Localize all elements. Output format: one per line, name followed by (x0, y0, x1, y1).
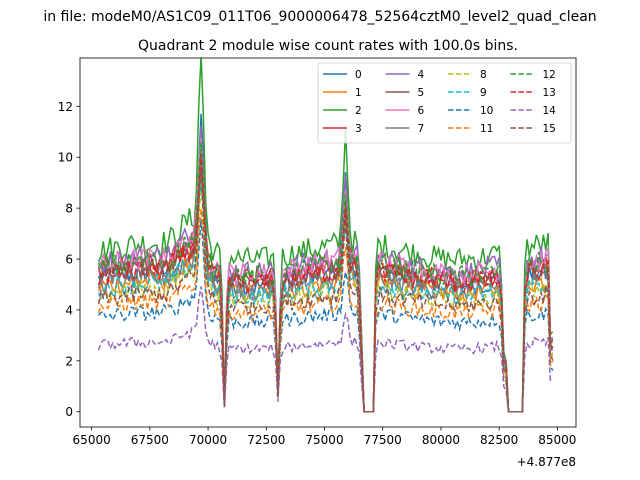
y-tick-label: 2 (65, 354, 73, 368)
figure-suptitle: in file: modeM0/AS1C09_011T06_9000006478… (43, 9, 596, 25)
y-tick-label: 6 (65, 253, 73, 267)
legend-label-0: 0 (355, 69, 362, 81)
x-offset-label: +4.877e8 (517, 455, 576, 469)
x-tick-label: 67500 (131, 433, 169, 447)
axes-frame (79, 57, 577, 428)
y-tick-label: 8 (65, 202, 73, 216)
x-tick-label: 82500 (480, 433, 518, 447)
legend-label-7: 7 (418, 123, 425, 135)
y-tick-label: 10 (58, 151, 73, 165)
legend-label-14: 14 (543, 105, 557, 117)
series-line-12 (97, 142, 554, 413)
legend-label-12: 12 (543, 69, 556, 81)
series-line-13 (97, 154, 554, 413)
series-line-8 (98, 184, 554, 413)
axes: 65000 67500 70000 72500 75000 77500 80000 82500… (58, 57, 577, 447)
legend-label-11: 11 (480, 123, 493, 135)
legend-label-6: 6 (418, 105, 425, 117)
series-line-9 (97, 181, 554, 413)
x-tick-label: 85000 (538, 433, 576, 447)
legend-label-5: 5 (418, 87, 425, 99)
legend-label-8: 8 (480, 69, 487, 81)
x-tick-label: 72500 (247, 433, 285, 447)
x-tick-label: 75000 (305, 433, 343, 447)
x-tick-label: 70000 (189, 433, 227, 447)
y-tick-label: 4 (65, 303, 73, 317)
legend-label-4: 4 (418, 69, 425, 81)
plot-area (97, 58, 554, 413)
x-tick-label: 80000 (422, 433, 460, 447)
legend-label-9: 9 (480, 87, 487, 99)
series-line-14 (97, 286, 553, 413)
legend-label-1: 1 (355, 87, 362, 99)
legend-label-13: 13 (543, 87, 556, 99)
legend-box (317, 62, 572, 144)
x-tick-label: 65000 (73, 433, 111, 447)
y-tick-label: 12 (58, 100, 73, 114)
x-tick-label: 77500 (364, 433, 402, 447)
series-line-11 (97, 209, 554, 413)
axes-title: Quadrant 2 module wise count rates with … (138, 38, 518, 54)
series-line-15 (97, 169, 554, 413)
y-tick-label: 0 (65, 405, 73, 419)
legend-label-10: 10 (480, 105, 493, 117)
series-line-10 (98, 218, 554, 413)
legend-label-15: 15 (543, 123, 556, 135)
legend-label-2: 2 (355, 105, 362, 117)
legend-label-3: 3 (355, 123, 362, 135)
